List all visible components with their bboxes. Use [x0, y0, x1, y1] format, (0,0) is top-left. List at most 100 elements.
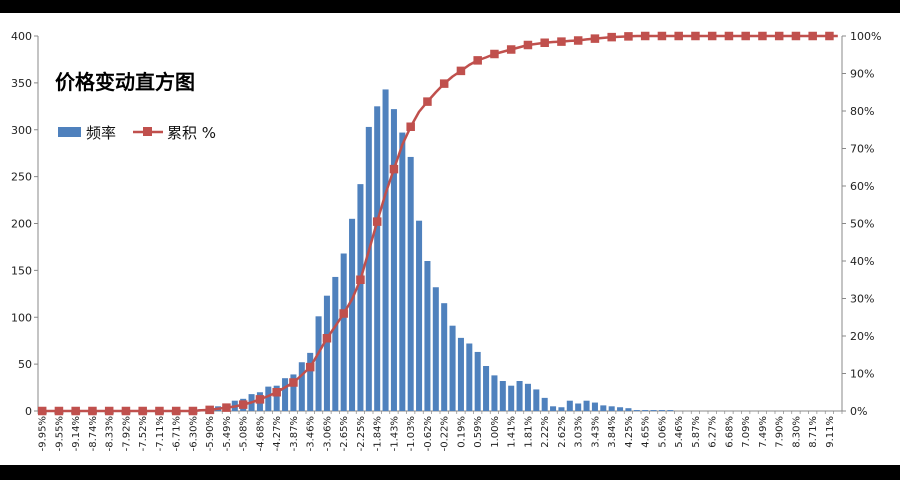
- histogram-bar: [575, 403, 582, 411]
- cumulative-marker: [473, 56, 482, 65]
- x-tick-label: -9.95%: [38, 416, 49, 451]
- histogram-bar: [474, 351, 481, 411]
- x-tick-label: 2.22%: [540, 416, 551, 448]
- cumulative-marker: [523, 40, 533, 50]
- x-tick-label: 5.46%: [674, 416, 685, 448]
- x-tick-label: -4.27%: [272, 416, 283, 451]
- x-tick-label: -2.25%: [356, 416, 367, 451]
- cumulative-marker: [71, 406, 80, 416]
- x-tick-label: 7.90%: [775, 416, 786, 448]
- histogram-bar: [390, 109, 397, 411]
- x-tick-label: 8.30%: [791, 416, 802, 448]
- y-right-tick-label: 0%: [850, 405, 867, 418]
- histogram-bar: [282, 378, 289, 411]
- cumulative-line-group: [37, 31, 838, 416]
- y-right-tick-label: 30%: [850, 293, 874, 306]
- x-tick-label: 6.27%: [708, 416, 719, 448]
- histogram-bar: [416, 220, 423, 411]
- y-left-tick-label: 50: [18, 358, 32, 371]
- x-tick-label: -1.03%: [406, 416, 417, 451]
- legend-bar-swatch: [58, 127, 81, 137]
- x-tick-label: -4.68%: [255, 416, 266, 451]
- cumulative-marker: [456, 66, 466, 76]
- x-tick-label: 3.84%: [607, 416, 618, 448]
- cumulative-marker: [540, 38, 549, 47]
- histogram-bar: [625, 408, 632, 411]
- x-tick-label: -3.87%: [289, 416, 300, 451]
- histogram-bar: [617, 407, 624, 411]
- x-tick-label: -5.49%: [222, 416, 233, 451]
- cumulative-marker: [557, 37, 566, 46]
- cumulative-marker: [104, 406, 114, 416]
- histogram-bar: [349, 218, 356, 411]
- cumulative-marker: [88, 406, 97, 416]
- cumulative-marker: [356, 275, 365, 284]
- histogram-bar: [642, 410, 649, 411]
- cumulative-marker: [255, 395, 265, 404]
- y-left-tick-label: 350: [11, 77, 32, 90]
- cumulative-marker: [372, 217, 382, 226]
- histogram-bar: [516, 381, 523, 411]
- cumulative-marker: [222, 403, 231, 412]
- y-right-tick-label: 50%: [850, 218, 874, 231]
- y-left-tick-label: 150: [11, 264, 32, 277]
- x-tick-label: -8.74%: [88, 416, 99, 451]
- cumulative-marker: [808, 31, 817, 41]
- cumulative-marker: [607, 32, 616, 42]
- histogram-bar: [265, 386, 272, 411]
- x-tick-label: -6.30%: [188, 416, 199, 451]
- x-tick-label: -9.55%: [54, 416, 65, 451]
- cumulative-marker: [490, 49, 499, 59]
- tick-labels-group: 0 50 100 150 200 250 300 350 400 0% 10% 20% 30% 40% 50…: [11, 30, 881, 451]
- x-tick-label: -1.84%: [373, 416, 384, 451]
- chart-panel: 0 50 100 150 200 250 300 350 400 0% 10% 20% 30% 40% 50…: [0, 13, 900, 465]
- cumulative-marker: [691, 31, 700, 41]
- histogram-bar: [524, 383, 531, 411]
- x-tick-label: 5.06%: [657, 416, 668, 448]
- histogram-bar: [399, 132, 406, 411]
- histogram-bar: [541, 397, 548, 411]
- histogram-bar: [407, 156, 414, 411]
- cumulative-marker: [590, 34, 600, 43]
- legend-label-cumulative: 累积 %: [167, 124, 216, 142]
- cumulative-marker: [37, 406, 47, 416]
- x-tick-label: 0.59%: [473, 416, 484, 448]
- x-tick-label: 7.09%: [741, 416, 752, 448]
- histogram-bar: [466, 343, 473, 411]
- histogram-bar: [357, 184, 364, 411]
- x-tick-label: 1.81%: [523, 416, 534, 448]
- x-tick-label: 0.19%: [456, 416, 467, 448]
- histogram-bar: [650, 410, 657, 411]
- histogram-bar: [298, 362, 305, 411]
- y-right-tick-label: 40%: [850, 255, 874, 268]
- cumulative-marker: [305, 362, 315, 372]
- histogram-bar: [365, 126, 372, 411]
- cumulative-marker: [138, 406, 147, 416]
- y-right-tick-label: 20%: [850, 330, 874, 343]
- y-left-tick-label: 200: [11, 218, 32, 231]
- cumulative-marker: [406, 122, 415, 131]
- x-tick-label: 5.87%: [691, 416, 702, 448]
- cumulative-marker: [423, 97, 432, 106]
- histogram-bar: [332, 276, 339, 411]
- x-tick-label: 4.25%: [624, 416, 635, 448]
- cumulative-marker: [188, 406, 198, 416]
- cumulative-marker: [339, 309, 348, 318]
- cumulative-marker: [54, 406, 64, 416]
- x-tick-label: 8.71%: [808, 416, 819, 448]
- x-tick-label: -1.43%: [389, 416, 400, 451]
- y-right-tick-label: 60%: [850, 180, 874, 193]
- histogram-bar: [558, 407, 565, 411]
- cumulative-marker: [674, 31, 683, 41]
- x-tick-label: -7.11%: [155, 416, 166, 451]
- chart-title: 价格变动直方图: [55, 70, 195, 94]
- y-right-tick-label: 70%: [850, 143, 874, 156]
- cumulative-marker: [573, 36, 583, 45]
- cumulative-marker: [272, 388, 281, 397]
- cumulative-marker: [791, 31, 801, 41]
- histogram-bar: [566, 400, 573, 411]
- x-tick-label: 3.03%: [574, 416, 585, 448]
- histogram-bar: [441, 303, 448, 411]
- cumulative-marker: [741, 31, 750, 41]
- x-tick-label: -7.92%: [121, 416, 132, 451]
